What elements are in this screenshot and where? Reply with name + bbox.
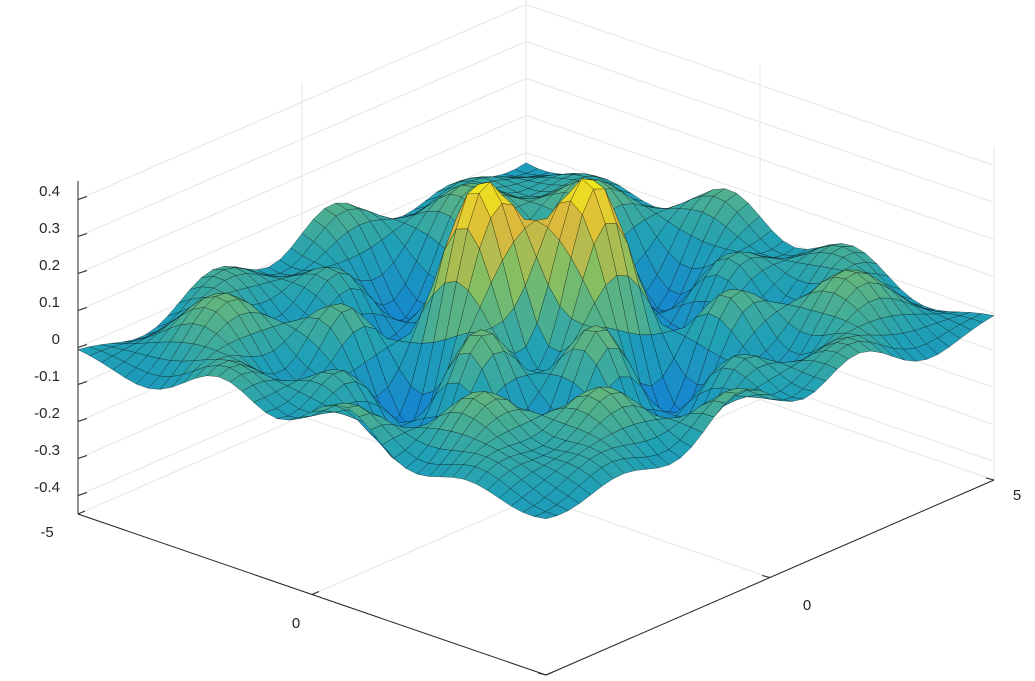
z-tick-mark bbox=[77, 233, 88, 237]
z-tick-mark bbox=[77, 196, 88, 200]
x-tick-mark bbox=[77, 510, 86, 515]
z-tick-0.4: 0.4 bbox=[39, 183, 60, 200]
x-tick-mark bbox=[311, 591, 320, 595]
z-tick-mark bbox=[77, 270, 88, 274]
z-tick-mark bbox=[77, 307, 88, 311]
x-tick-mark bbox=[545, 671, 554, 676]
surface-mesh bbox=[77, 162, 995, 520]
z-tick-0.1: 0.1 bbox=[39, 294, 60, 311]
z-tick-mark bbox=[77, 418, 88, 422]
x-tick-5: 5 bbox=[1013, 487, 1021, 504]
z-tick-mark bbox=[77, 492, 88, 496]
z-tick-minus-0.3: -0.3 bbox=[34, 442, 60, 459]
z-tick-mark bbox=[77, 344, 88, 348]
x-tick-minus-5: -5 bbox=[40, 524, 53, 541]
z-tick-0: 0 bbox=[52, 331, 60, 348]
axes bbox=[77, 181, 995, 676]
z-tick-minus-0.4: -0.4 bbox=[34, 479, 60, 496]
y-tick-mark bbox=[537, 672, 547, 676]
y-tick-mark bbox=[761, 575, 771, 578]
y-tick-0: 0 bbox=[803, 597, 811, 614]
x-tick-0: 0 bbox=[292, 615, 300, 632]
surface-facet bbox=[533, 511, 559, 520]
z-tick-0.2: 0.2 bbox=[39, 257, 60, 274]
z-tick-minus-0.1: -0.1 bbox=[34, 368, 60, 385]
z-tick-mark bbox=[77, 381, 88, 385]
z-tick-0.3: 0.3 bbox=[39, 220, 60, 237]
y-tick-mark bbox=[985, 477, 995, 481]
tick-labels: 0.4 0.3 0.2 0.1 0 -0.1 -0.2 -0.3 -0.4 -5… bbox=[34, 183, 1021, 632]
z-tick-mark bbox=[77, 455, 88, 459]
z-tick-minus-0.2: -0.2 bbox=[34, 405, 60, 422]
